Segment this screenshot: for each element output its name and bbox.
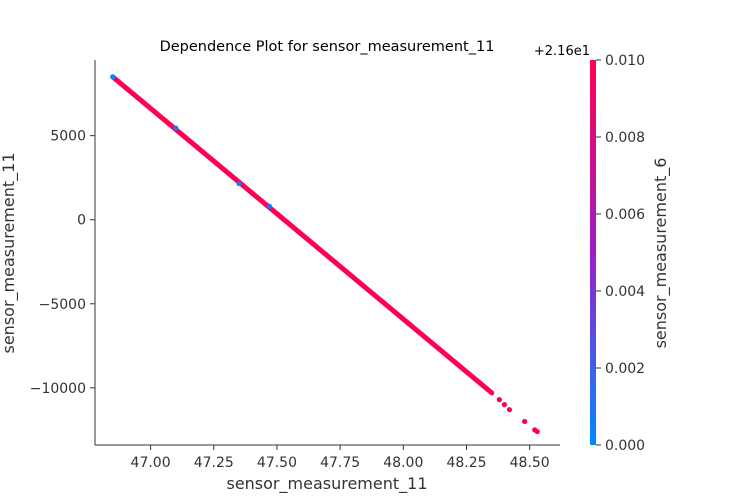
data-point (506, 407, 513, 413)
colorbar-tick-label: 0.000 (605, 438, 645, 454)
data-point (496, 397, 502, 403)
data-point (501, 402, 508, 408)
colorbar-tick-label: 0.002 (605, 361, 645, 377)
x-tick-label: 47.00 (131, 455, 171, 471)
data-point-cluster (110, 74, 495, 396)
x-tick-label: 48.00 (383, 455, 423, 471)
data-point (173, 125, 179, 131)
y-tick-label: −10000 (30, 381, 86, 397)
y-tick-label: −5000 (39, 297, 86, 313)
colorbar-offset-label: +2.16e1 (534, 44, 590, 59)
plot-area (110, 74, 540, 435)
colorbar-tick-label: 0.010 (605, 53, 645, 69)
colorbar-label: sensor_measurement_6 (651, 158, 671, 349)
y-tick-label: 5000 (50, 129, 86, 145)
x-axis-ticks: 47.00 47.25 47.50 47.75 48.00 48.25 48.50 (131, 445, 550, 471)
colorbar-tick-label: 0.004 (605, 284, 645, 300)
x-tick-label: 47.75 (320, 455, 360, 471)
data-point (534, 428, 540, 435)
data-point (110, 74, 116, 80)
y-axis-label: sensor_measurement_11 (0, 152, 19, 353)
data-point (266, 203, 272, 209)
colorbar-tick-label: 0.006 (605, 207, 645, 223)
data-point (522, 418, 528, 425)
y-axis-ticks: 5000 0 −5000 −10000 (30, 129, 95, 397)
colorbar (590, 60, 596, 445)
x-tick-label: 48.50 (510, 455, 550, 471)
x-tick-label: 47.50 (257, 455, 297, 471)
x-axis-label: sensor_measurement_11 (226, 474, 427, 494)
x-tick-label: 48.25 (446, 455, 486, 471)
colorbar-ticks: 0.000 0.002 0.004 0.006 0.008 0.010 (596, 53, 645, 454)
x-tick-label: 47.25 (194, 455, 234, 471)
colorbar-tick-label: 0.008 (605, 130, 645, 146)
y-tick-label: 0 (77, 213, 86, 229)
data-point (236, 180, 242, 187)
chart-title: Dependence Plot for sensor_measurement_1… (160, 39, 495, 55)
